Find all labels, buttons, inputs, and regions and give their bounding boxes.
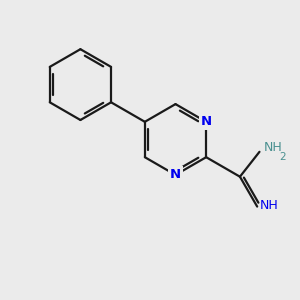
Text: NH: NH [260,199,278,212]
Text: N: N [170,168,181,182]
Text: N: N [201,115,212,128]
Text: 2: 2 [280,152,286,161]
Text: NH: NH [264,141,282,154]
